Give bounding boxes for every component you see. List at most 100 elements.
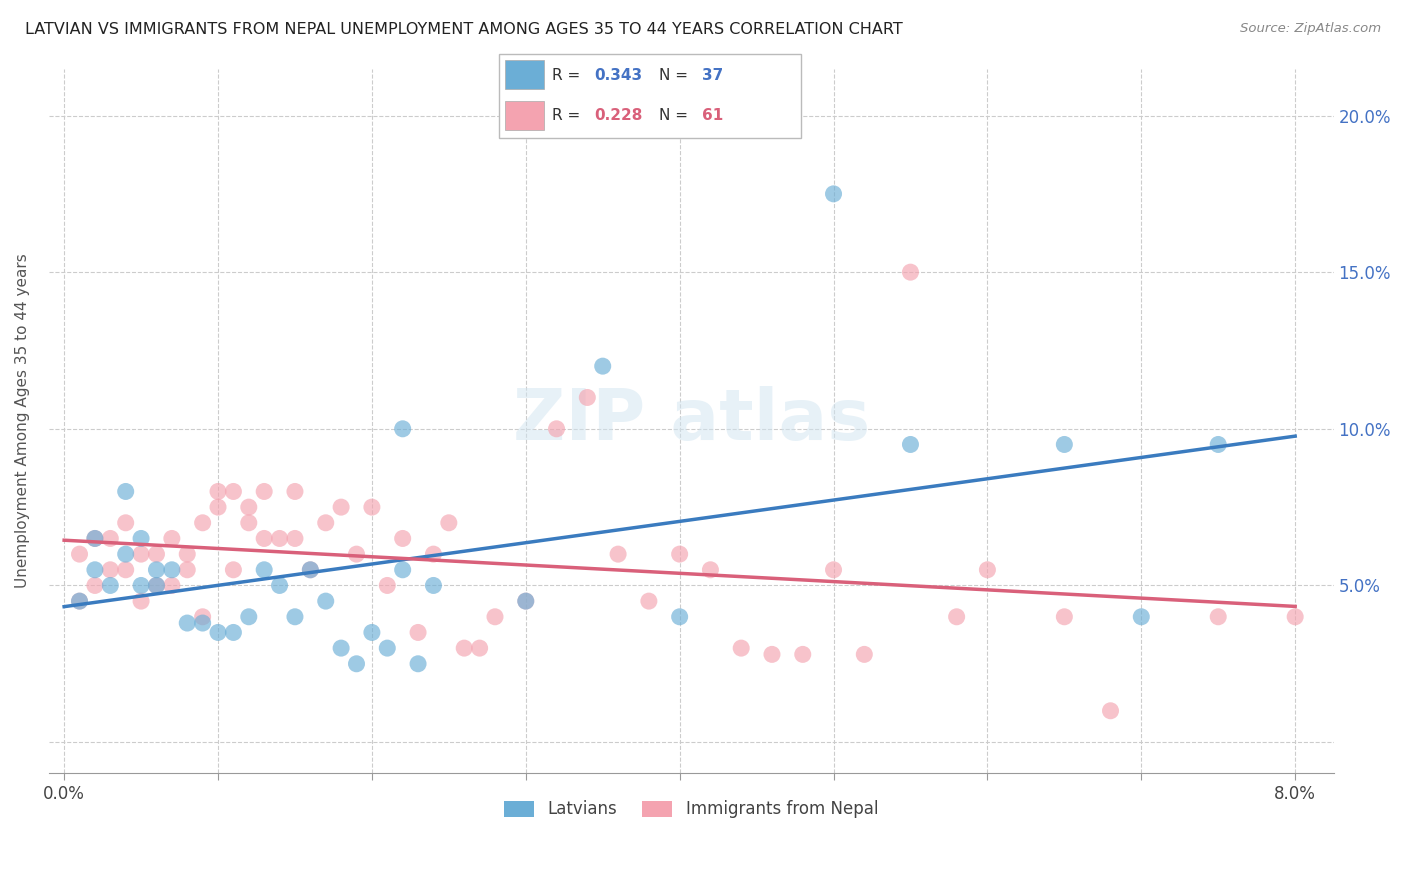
Point <box>391 532 413 546</box>
Point <box>668 547 690 561</box>
Point <box>253 532 276 546</box>
Point <box>176 563 198 577</box>
Point <box>391 422 413 436</box>
Point <box>253 563 276 577</box>
Point <box>253 484 276 499</box>
Point <box>129 532 152 546</box>
Point <box>638 594 661 608</box>
Point <box>238 500 260 515</box>
Point <box>730 641 752 656</box>
FancyBboxPatch shape <box>499 54 801 138</box>
Point <box>1099 704 1122 718</box>
Point <box>315 594 337 608</box>
Point <box>592 359 614 373</box>
Point <box>284 609 307 624</box>
Point <box>269 578 291 592</box>
Point <box>823 563 845 577</box>
Point <box>668 609 690 624</box>
Point <box>98 578 121 592</box>
Point <box>391 563 413 577</box>
Point <box>98 532 121 546</box>
Point <box>315 516 337 530</box>
Point <box>484 609 506 624</box>
Point <box>607 547 630 561</box>
Text: R =: R = <box>553 108 585 123</box>
Point <box>207 500 229 515</box>
Point <box>1130 609 1153 624</box>
Point <box>468 641 491 656</box>
Point <box>422 578 444 592</box>
Point <box>129 594 152 608</box>
Point <box>284 532 307 546</box>
Point <box>453 641 475 656</box>
Point <box>422 547 444 561</box>
Bar <box>505 101 544 130</box>
Point <box>900 437 922 451</box>
Point <box>114 547 136 561</box>
Point <box>129 547 152 561</box>
Point <box>84 563 107 577</box>
Point <box>406 625 429 640</box>
Point <box>84 578 107 592</box>
Point <box>129 578 152 592</box>
Point <box>346 547 368 561</box>
Point <box>84 532 107 546</box>
Point <box>375 578 398 592</box>
Point <box>145 563 167 577</box>
Text: ZIP atlas: ZIP atlas <box>513 386 870 456</box>
Point <box>330 641 353 656</box>
Point <box>761 648 783 662</box>
Point <box>945 609 967 624</box>
Point <box>69 594 91 608</box>
Point <box>299 563 322 577</box>
Point <box>207 625 229 640</box>
Point <box>823 186 845 201</box>
Legend: Latvians, Immigrants from Nepal: Latvians, Immigrants from Nepal <box>498 794 884 825</box>
Point <box>1206 609 1229 624</box>
Bar <box>505 61 544 89</box>
Text: 0.343: 0.343 <box>595 68 643 83</box>
Point <box>176 615 198 630</box>
Point <box>145 578 167 592</box>
Point <box>160 578 183 592</box>
Point <box>699 563 721 577</box>
Point <box>515 594 537 608</box>
Text: R =: R = <box>553 68 585 83</box>
Point <box>1284 609 1306 624</box>
Point <box>114 563 136 577</box>
Point <box>361 625 384 640</box>
Point <box>238 516 260 530</box>
Point <box>792 648 814 662</box>
Point <box>69 594 91 608</box>
Point <box>269 532 291 546</box>
Point <box>1053 609 1076 624</box>
Point <box>284 484 307 499</box>
Point <box>84 532 107 546</box>
Point <box>191 609 214 624</box>
Point <box>160 563 183 577</box>
Point <box>330 500 353 515</box>
Point <box>114 484 136 499</box>
Point <box>546 422 568 436</box>
Point <box>1053 437 1076 451</box>
Point <box>69 547 91 561</box>
Point <box>375 641 398 656</box>
Point <box>98 563 121 577</box>
Text: N =: N = <box>659 108 693 123</box>
Point <box>222 625 245 640</box>
Text: Source: ZipAtlas.com: Source: ZipAtlas.com <box>1240 22 1381 36</box>
Point <box>238 609 260 624</box>
Point <box>515 594 537 608</box>
Point <box>191 516 214 530</box>
Point <box>191 615 214 630</box>
Point <box>853 648 876 662</box>
Point <box>145 578 167 592</box>
Point <box>222 484 245 499</box>
Point <box>361 500 384 515</box>
Point <box>437 516 460 530</box>
Text: 37: 37 <box>702 68 723 83</box>
Point <box>176 547 198 561</box>
Point <box>222 563 245 577</box>
Text: LATVIAN VS IMMIGRANTS FROM NEPAL UNEMPLOYMENT AMONG AGES 35 TO 44 YEARS CORRELAT: LATVIAN VS IMMIGRANTS FROM NEPAL UNEMPLO… <box>25 22 903 37</box>
Point <box>406 657 429 671</box>
